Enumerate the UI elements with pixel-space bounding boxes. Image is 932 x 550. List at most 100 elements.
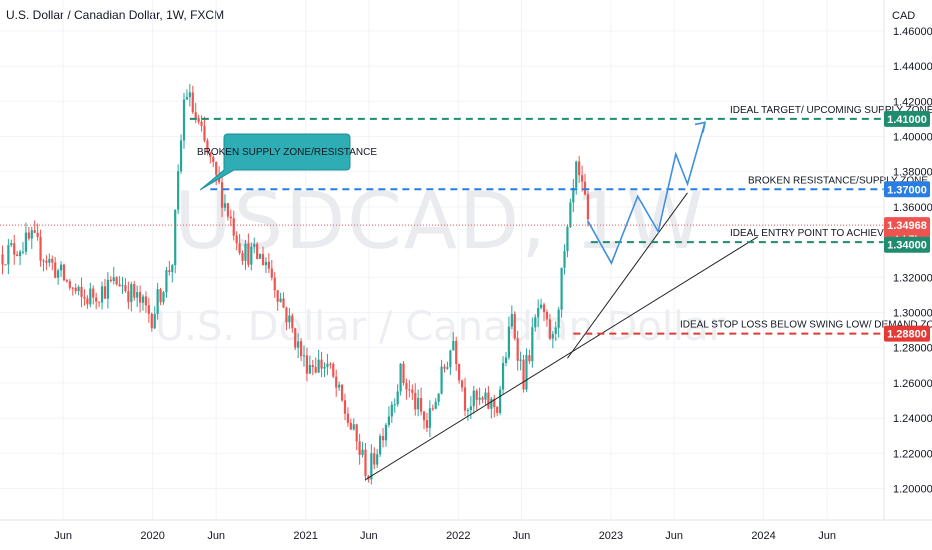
candle-body	[332, 363, 335, 377]
candle-body	[127, 291, 130, 303]
candle	[24, 222, 28, 255]
candle	[226, 202, 229, 221]
candle	[481, 395, 484, 404]
candle	[253, 237, 256, 254]
candle	[215, 161, 218, 186]
candle-body	[206, 140, 209, 153]
candle-body	[396, 391, 399, 405]
candle	[156, 282, 159, 320]
candle-body	[250, 246, 253, 265]
candle-body	[364, 449, 367, 477]
price-tick-label: 1.22000	[893, 448, 932, 460]
candle-body	[200, 121, 203, 127]
candle	[39, 229, 42, 267]
candle-body	[133, 284, 136, 298]
candle	[534, 314, 537, 332]
price-axis[interactable]: CAD 1.46000 1.44000 1.42000 1.40000 1.38000 1…	[883, 0, 932, 520]
candle-body	[33, 230, 36, 233]
candle-body	[18, 251, 22, 257]
candle-body	[235, 235, 238, 244]
candle	[244, 239, 247, 270]
candle	[57, 268, 60, 285]
candle	[118, 275, 121, 287]
candle-body	[411, 389, 414, 393]
candle	[384, 422, 388, 447]
candle	[452, 332, 455, 351]
candle	[291, 313, 294, 333]
candle-body	[314, 367, 317, 373]
time-tick-label: Jun	[665, 530, 683, 542]
candle-body	[112, 277, 115, 282]
candle-body	[270, 268, 273, 278]
candle	[455, 336, 458, 371]
candle	[557, 306, 560, 338]
candle-body	[297, 341, 300, 348]
candle	[305, 347, 309, 382]
candle-body	[191, 92, 194, 113]
candle	[147, 297, 150, 323]
candle	[18, 249, 22, 266]
candle-body	[452, 340, 455, 351]
candle-body	[89, 288, 92, 305]
candle	[314, 357, 317, 374]
candle-body	[51, 258, 54, 263]
candle	[232, 210, 235, 241]
candle-body	[338, 384, 341, 388]
candle	[267, 253, 270, 273]
candle-body	[414, 392, 417, 410]
candle-body	[475, 390, 478, 400]
candle	[358, 433, 361, 465]
candle-body	[7, 245, 10, 265]
trendline	[365, 236, 758, 481]
candle-body	[288, 315, 291, 323]
time-axis[interactable]: Jun 2020 Jun 2021 Jun 2022 Jun 2023 Jun 2024 Jun	[0, 519, 932, 542]
candle-body	[174, 209, 177, 266]
candle	[437, 393, 440, 406]
candle-body	[317, 359, 320, 373]
candle-body	[253, 244, 256, 247]
candle	[297, 333, 300, 359]
candle-body	[147, 305, 150, 314]
candle-body	[258, 254, 262, 259]
candle	[340, 384, 344, 403]
candle-body	[408, 389, 411, 391]
candle	[507, 316, 511, 360]
candle-body	[346, 413, 350, 423]
candle-body	[496, 407, 499, 413]
price-tick-label: 1.38000	[893, 167, 932, 179]
candle-body	[241, 253, 244, 261]
candle	[504, 352, 508, 367]
candle-body	[291, 315, 294, 329]
candle-body	[335, 376, 338, 388]
candle-body	[548, 319, 551, 339]
candle-body	[484, 392, 487, 400]
candle	[373, 447, 376, 470]
candle-body	[528, 355, 531, 362]
candle	[36, 223, 39, 241]
candle	[258, 253, 262, 259]
price-tick-label: 1.32000	[893, 272, 932, 284]
candle-body	[109, 279, 112, 282]
candle-body	[276, 290, 279, 302]
candle	[428, 400, 431, 437]
candles	[1, 84, 590, 485]
candle	[197, 114, 200, 125]
candle-body	[150, 313, 153, 329]
stop-badge-bg	[884, 325, 930, 342]
candle-body	[326, 363, 329, 367]
candle-body	[264, 261, 268, 266]
candle	[376, 448, 379, 468]
candle	[121, 276, 124, 294]
candle-body	[580, 175, 584, 182]
candle	[10, 239, 13, 248]
candle	[364, 442, 367, 481]
candle-body	[177, 171, 180, 210]
candle	[179, 134, 183, 174]
candle	[531, 317, 534, 368]
candle	[449, 349, 452, 376]
candle-body	[10, 243, 13, 246]
candle-body	[4, 264, 7, 266]
candle-body	[516, 338, 519, 361]
candle	[396, 384, 399, 407]
